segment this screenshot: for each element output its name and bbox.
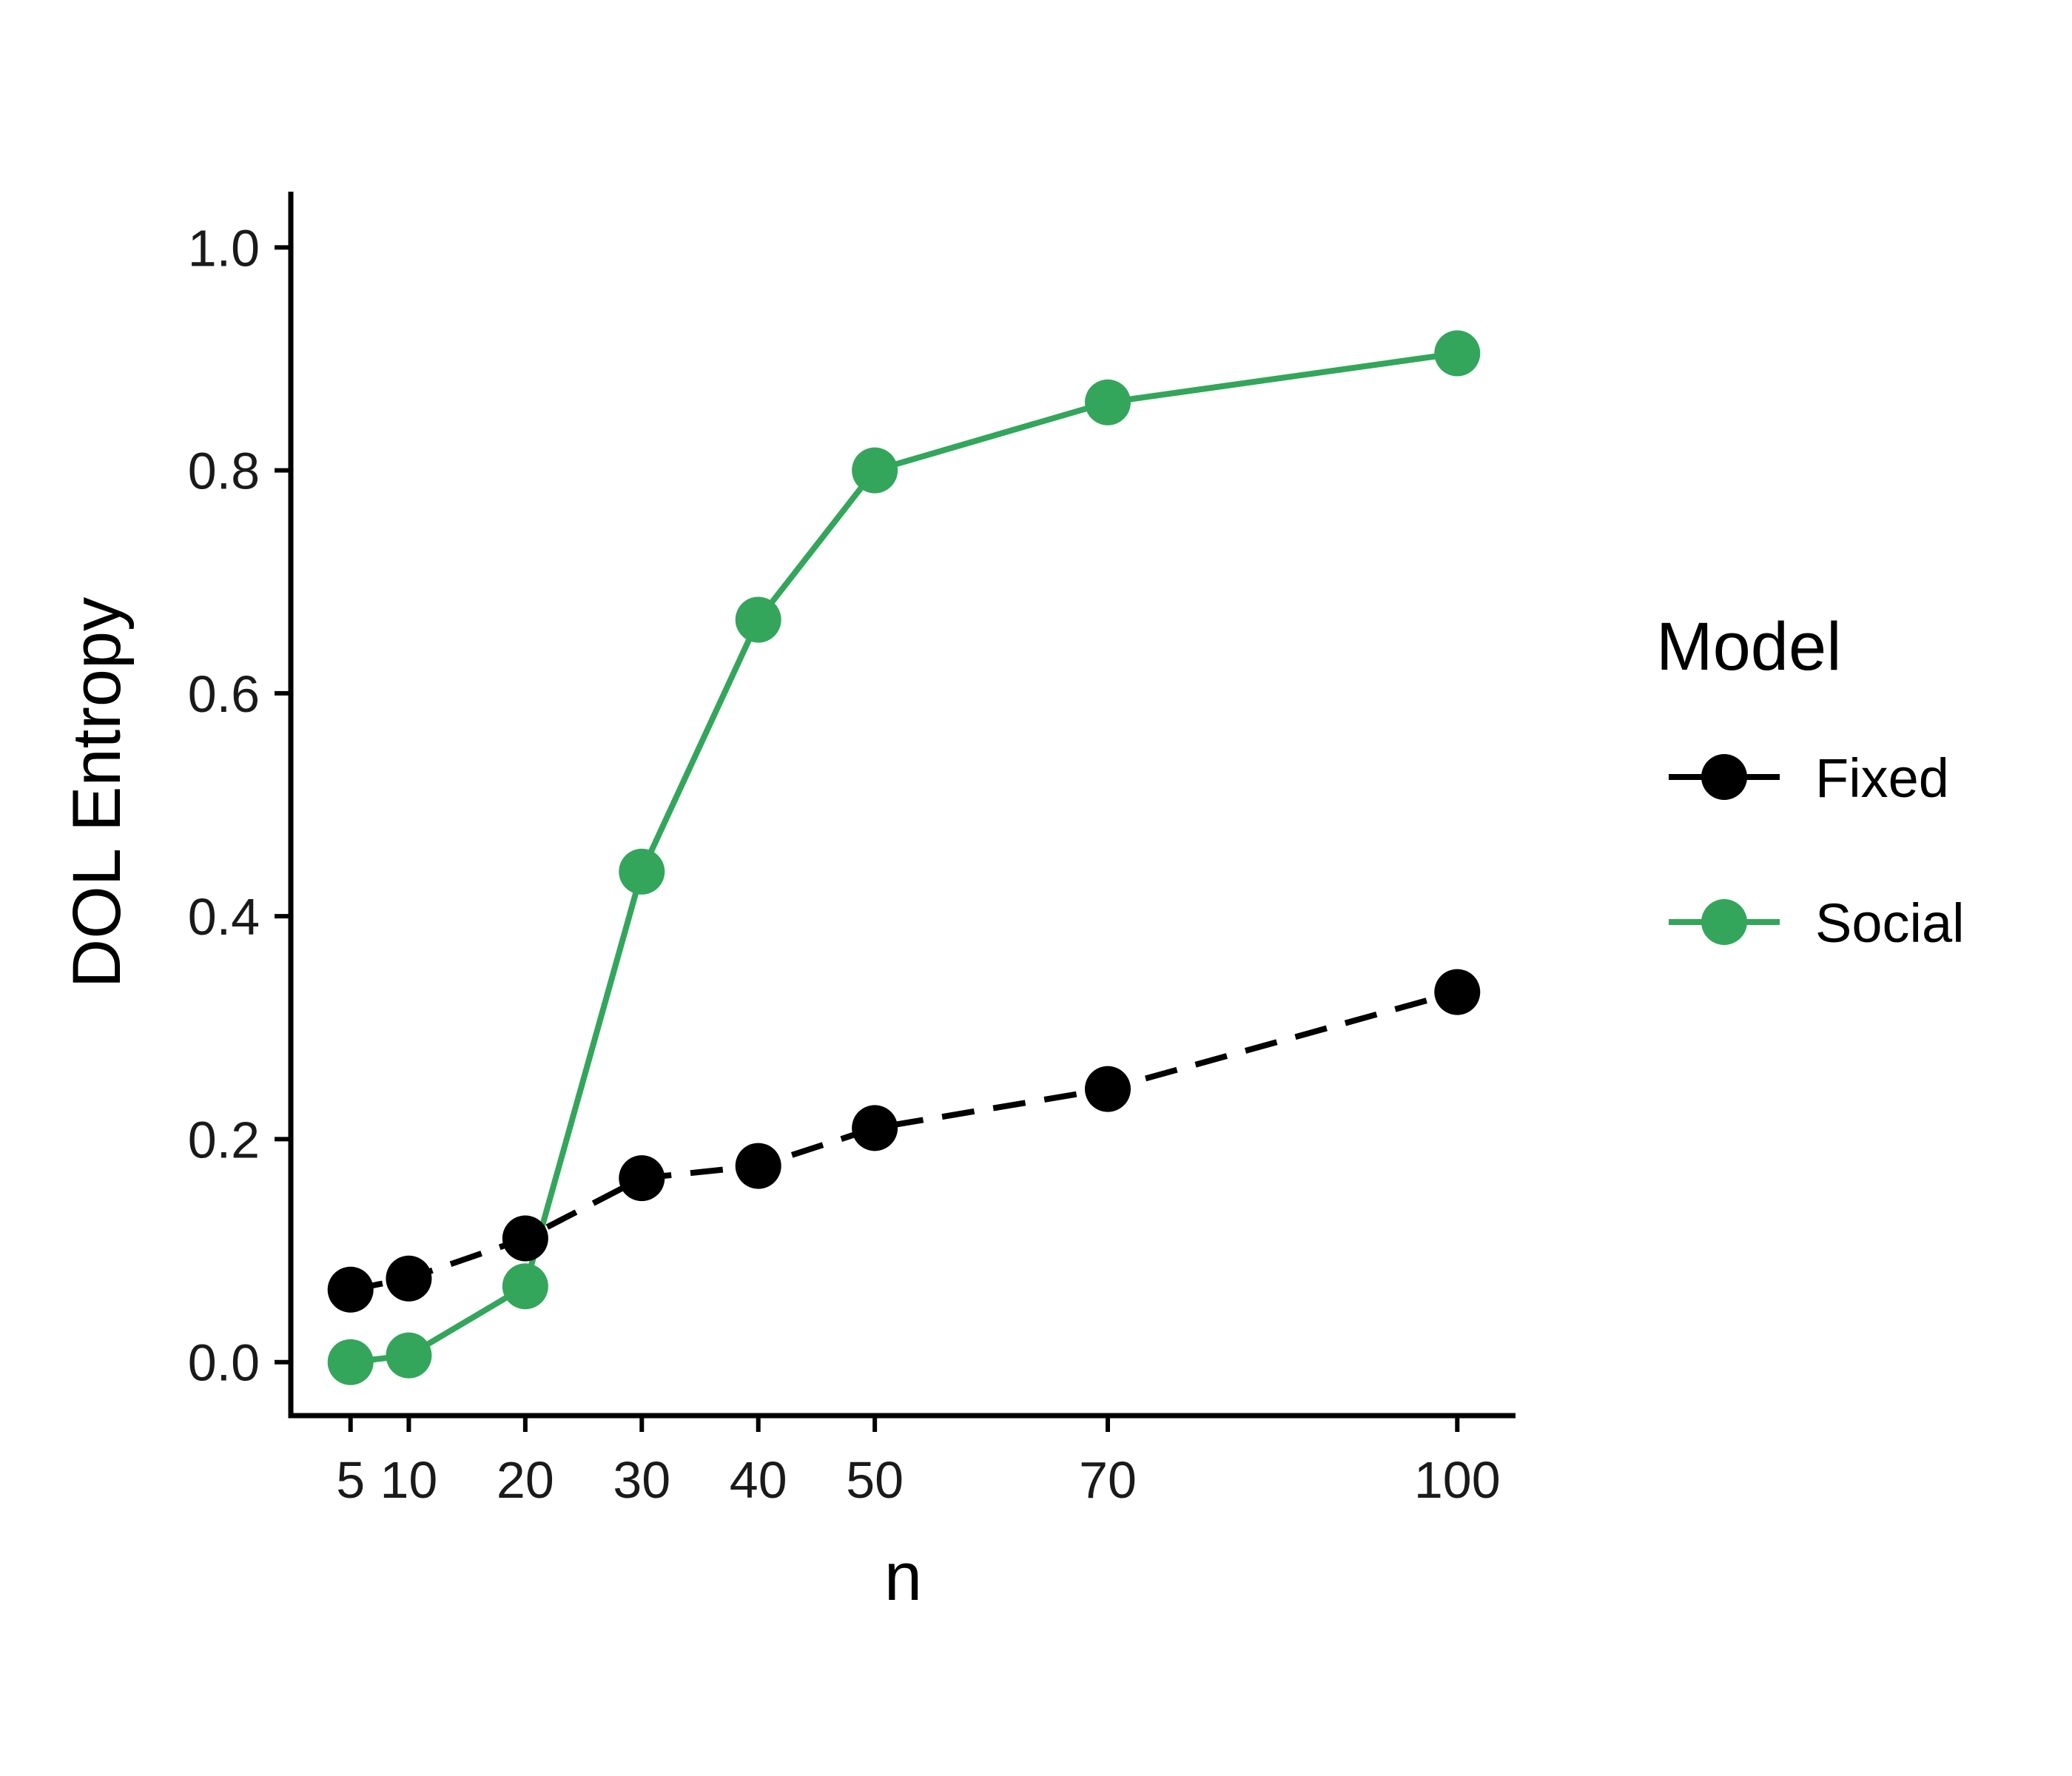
x-tick-label: 50	[846, 1451, 904, 1509]
data-point-social	[502, 1263, 548, 1310]
legend-item-social: Social	[1669, 892, 1965, 954]
data-point-fixed	[735, 1143, 781, 1189]
x-tick-label: 70	[1079, 1451, 1137, 1509]
y-axis-ticks: 0.0 0.2 0.4 0.6 0.8 1.0	[188, 219, 291, 1392]
data-point-social	[386, 1332, 432, 1379]
y-tick-label: 0.8	[188, 443, 260, 500]
x-axis-ticks: 5 10 20 30 40 50 70 100	[336, 1416, 1501, 1509]
legend-key-marker	[1701, 754, 1747, 800]
legend-key-marker	[1701, 899, 1747, 945]
x-tick-label: 100	[1414, 1451, 1501, 1509]
points-layer	[327, 330, 1481, 1385]
x-tick-label: 10	[380, 1451, 437, 1509]
data-point-fixed	[1085, 1066, 1131, 1112]
data-point-fixed	[852, 1105, 898, 1151]
data-point-fixed	[1434, 969, 1481, 1015]
legend-label: Social	[1815, 892, 1965, 954]
y-tick-label: 0.4	[188, 888, 260, 946]
plot-area	[327, 330, 1481, 1385]
legend: Model Fixed Social	[1656, 609, 1965, 954]
series-line-social	[350, 350, 1458, 1365]
data-point-social	[735, 596, 781, 643]
x-tick-label: 20	[497, 1451, 554, 1509]
x-tick-label: 40	[730, 1451, 787, 1509]
data-point-fixed	[327, 1266, 374, 1313]
data-point-fixed	[502, 1215, 548, 1262]
legend-title: Model	[1656, 609, 1842, 684]
axes: 0.0 0.2 0.4 0.6 0.8 1.0 5 10 20 30 40 50 70 100	[188, 192, 1516, 1509]
y-tick-label: 0.2	[188, 1111, 260, 1168]
data-point-social	[852, 447, 898, 494]
data-point-fixed	[619, 1155, 665, 1202]
data-point-social	[1085, 379, 1131, 426]
data-point-social	[327, 1339, 374, 1385]
y-axis-title: DOL Entropy	[59, 597, 135, 988]
data-point-social	[619, 848, 665, 895]
x-axis-title: n	[884, 1539, 922, 1615]
x-tick-label: 5	[336, 1451, 365, 1509]
series-layer	[349, 350, 1459, 1365]
data-point-fixed	[386, 1255, 432, 1302]
legend-item-fixed: Fixed	[1669, 747, 1949, 809]
legend-items: Fixed Social	[1669, 747, 1965, 954]
y-tick-label: 1.0	[188, 219, 260, 277]
x-tick-label: 30	[613, 1451, 670, 1509]
legend-label: Fixed	[1815, 747, 1949, 809]
y-tick-label: 0.0	[188, 1334, 260, 1392]
data-point-social	[1434, 330, 1481, 377]
y-tick-label: 0.6	[188, 665, 260, 723]
